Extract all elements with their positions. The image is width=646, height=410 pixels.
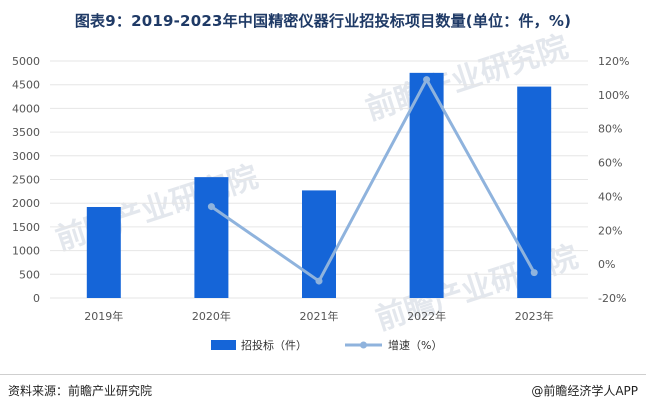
bar — [409, 72, 444, 298]
y-left-tick-label: 2000 — [12, 197, 40, 210]
x-tick-label: 2023年 — [515, 309, 554, 323]
footer-divider — [0, 374, 646, 375]
growth-point — [423, 76, 431, 84]
chart-canvas: 前瞻产业研究院前瞻产业研究院前瞻产业研究院0500100015002000250… — [12, 29, 629, 352]
growth-line — [210, 78, 536, 283]
legend-line-marker — [360, 341, 367, 349]
y-left-tick-label: 4000 — [12, 102, 40, 115]
legend-line-label: 增速（%） — [388, 338, 442, 352]
y-right-tick-label: 60% — [598, 157, 622, 170]
y-left-tick-label: 0 — [33, 292, 40, 305]
growth-point — [207, 203, 215, 211]
growth-point — [530, 269, 538, 277]
bar — [194, 177, 229, 298]
y-right-tick-label: 100% — [598, 89, 629, 102]
y-left-tick-label: 3000 — [12, 150, 40, 163]
y-right-tick-label: 120% — [598, 55, 629, 68]
legend-bar-swatch — [211, 340, 236, 350]
bar — [86, 206, 121, 298]
x-tick-label: 2022年 — [407, 309, 446, 323]
y-left-tick-label: 5000 — [12, 55, 40, 68]
y-right-tick-label: 80% — [598, 123, 622, 136]
watermark-text: 前瞻产业研究院 — [52, 159, 263, 257]
y-right-tick-label: 40% — [598, 190, 622, 203]
x-tick-label: 2021年 — [300, 309, 339, 323]
legend-bar-label: 招投标（件） — [241, 338, 307, 352]
y-left-tick-label: 2500 — [12, 174, 40, 187]
credit-note: @前瞻经济学人APP — [531, 384, 638, 398]
chart-title: 图表9：2019-2023年中国精密仪器行业招投标项目数量(单位：件，%) — [74, 12, 572, 30]
source-note: 资料来源：前瞻产业研究院 — [8, 384, 153, 398]
x-tick-label: 2019年 — [84, 309, 123, 323]
y-left-tick-label: 1000 — [12, 245, 40, 258]
y-left-tick-label: 1500 — [12, 221, 40, 234]
y-right-tick-label: -20% — [598, 292, 626, 305]
growth-point — [315, 277, 323, 285]
x-tick-label: 2020年 — [192, 309, 231, 323]
y-left-tick-label: 3500 — [12, 126, 40, 139]
y-right-tick-label: 20% — [598, 224, 622, 237]
bar — [517, 86, 552, 298]
y-left-tick-label: 4500 — [12, 79, 40, 92]
y-left-tick-label: 500 — [19, 268, 40, 281]
y-right-tick-label: 0% — [598, 258, 615, 271]
